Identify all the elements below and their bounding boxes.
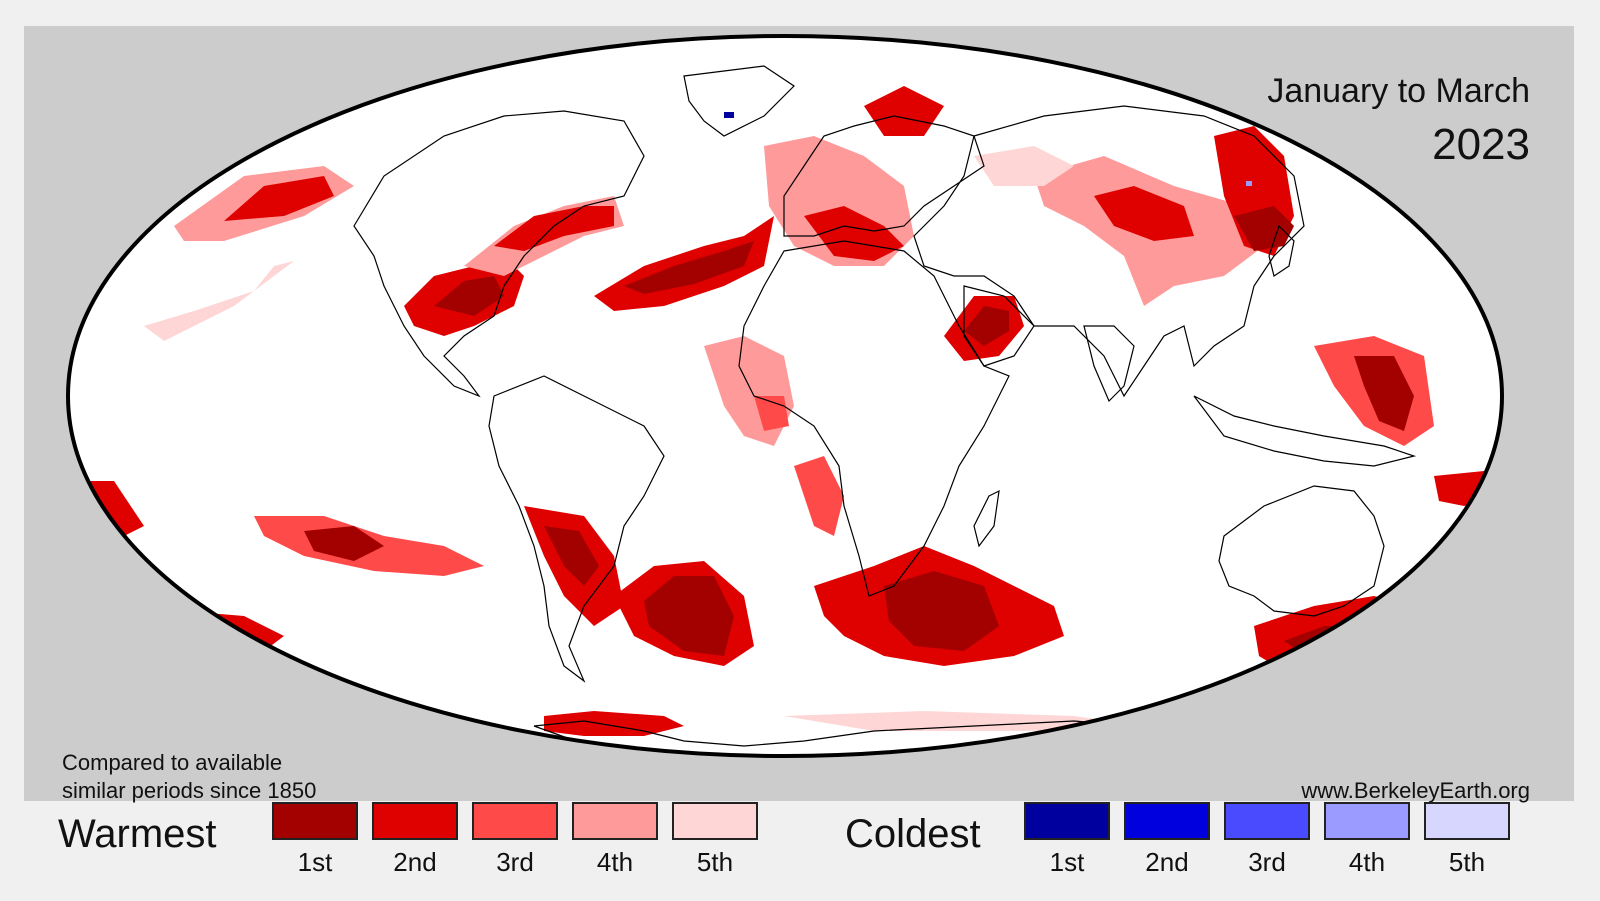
coast-antarctica: [533, 720, 1145, 756]
coast-japan: [1268, 224, 1295, 277]
coast-africa: [738, 240, 1010, 597]
legend-cold-label-2nd: 2nd: [1145, 847, 1189, 877]
legend-warm-label-1st: 1st: [297, 847, 333, 877]
coast-asia: [913, 105, 1305, 398]
region-arabia-core: [964, 306, 1009, 346]
coast-greenland: [683, 65, 795, 137]
coast-new-zealand: [1367, 604, 1421, 653]
coastlines: [353, 65, 1421, 756]
legend-cold-label-1st: 1st: [1049, 847, 1085, 877]
region-south-atlantic-core: [644, 576, 734, 656]
legend-warm-swatch-5th: [672, 802, 758, 840]
region-us-east-2nd: [494, 206, 614, 251]
region-scandinavia: [864, 86, 944, 136]
legend-cold-label-3rd: 3rd: [1248, 847, 1286, 877]
region-pacific-east-5th: [144, 261, 294, 341]
coast-india: [1083, 325, 1135, 403]
legend-warm-label-5th: 5th: [696, 847, 734, 877]
legend-cold-label-4th: 4th: [1348, 847, 1386, 877]
comparison-note-line-2: similar periods since 1850: [62, 778, 317, 803]
map-globe-outline: [66, 34, 1504, 758]
coast-madagascar: [973, 489, 1000, 548]
legend-cold-swatch-1st: [1024, 802, 1110, 840]
legend-warm-swatch-4th: [572, 802, 658, 840]
region-korea-japan: [1234, 206, 1294, 251]
coast-europe: [783, 115, 985, 237]
coast-arabia: [963, 285, 1035, 367]
coast-indonesia: [1193, 395, 1417, 467]
legend-cold-swatch-5th: [1424, 802, 1510, 840]
legend-cold-label-5th: 5th: [1448, 847, 1486, 877]
world-map: [66, 34, 1504, 758]
region-south-atlantic-west: [794, 456, 844, 536]
year-title: 2023: [1432, 120, 1530, 169]
region-south-pacific-west: [84, 481, 144, 536]
region-north-atlantic-core: [624, 241, 754, 294]
coast-south-america: [488, 375, 665, 683]
legend-warm-swatch-2nd: [372, 802, 458, 840]
comparison-note-line-1: Compared to available: [62, 750, 283, 775]
region-west-pacific-core: [1354, 356, 1414, 431]
legend-warm-label-2nd: 2nd: [393, 847, 437, 877]
legend-cold-swatch-2nd: [1124, 802, 1210, 840]
region-cold-greenland: [724, 112, 734, 118]
region-cold-asia: [1246, 181, 1252, 186]
region-south-pacific-core: [304, 526, 384, 561]
source-url: www.BerkeleyEarth.org: [1301, 778, 1530, 803]
region-central-asia-core: [1094, 186, 1194, 241]
region-antarctic-coast: [544, 711, 684, 736]
legend-warm-label-3rd: 3rd: [496, 847, 534, 877]
region-north-pacific-core: [224, 176, 334, 221]
region-south-indian-core: [884, 571, 999, 651]
legend-cold-title: Coldest: [845, 812, 981, 856]
coast-north-america: [353, 110, 645, 398]
legend-warm-swatch-1st: [272, 802, 358, 840]
legend-cold-swatch-3rd: [1224, 802, 1310, 840]
period-title: January to March: [1267, 72, 1530, 110]
map-panel: January to March 2023 Compared to availa…: [24, 26, 1574, 803]
region-south-america-core: [544, 526, 599, 586]
region-gulf-mexico-core: [434, 276, 504, 316]
legend-warm-label-4th: 4th: [596, 847, 634, 877]
region-siberia-5th: [974, 146, 1074, 186]
coast-australia: [1218, 485, 1385, 617]
region-antarctic-5th: [784, 711, 1144, 731]
legend-cold-swatch-4th: [1324, 802, 1410, 840]
legend-warm-title: Warmest: [58, 812, 217, 856]
legend-warm-swatch-3rd: [472, 802, 558, 840]
